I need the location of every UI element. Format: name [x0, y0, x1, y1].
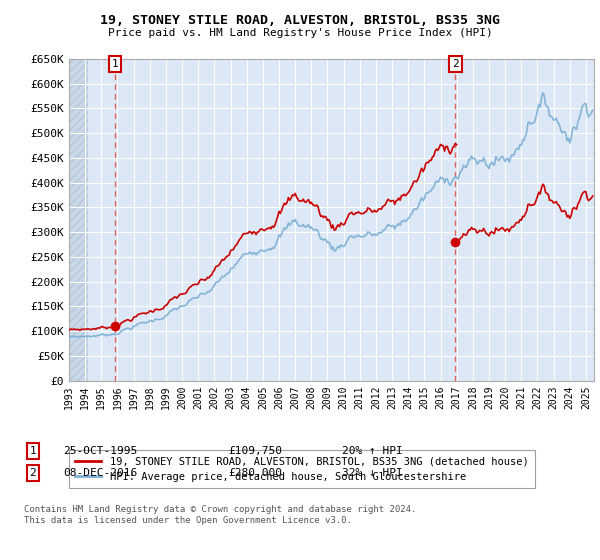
Text: 2: 2 — [29, 468, 37, 478]
Text: £109,750: £109,750 — [228, 446, 282, 456]
Text: 1: 1 — [29, 446, 37, 456]
Text: 20% ↑ HPI: 20% ↑ HPI — [342, 446, 403, 456]
Text: Contains HM Land Registry data © Crown copyright and database right 2024.
This d: Contains HM Land Registry data © Crown c… — [24, 505, 416, 525]
Text: 2: 2 — [452, 59, 459, 69]
Text: 19, STONEY STILE ROAD, ALVESTON, BRISTOL, BS35 3NG: 19, STONEY STILE ROAD, ALVESTON, BRISTOL… — [100, 14, 500, 27]
Text: 08-DEC-2016: 08-DEC-2016 — [63, 468, 137, 478]
Bar — [69, 59, 88, 381]
Text: 1: 1 — [112, 59, 118, 69]
Legend: 19, STONEY STILE ROAD, ALVESTON, BRISTOL, BS35 3NG (detached house), HPI: Averag: 19, STONEY STILE ROAD, ALVESTON, BRISTOL… — [69, 450, 535, 488]
Text: Price paid vs. HM Land Registry's House Price Index (HPI): Price paid vs. HM Land Registry's House … — [107, 28, 493, 38]
Text: £280,000: £280,000 — [228, 468, 282, 478]
Text: 25-OCT-1995: 25-OCT-1995 — [63, 446, 137, 456]
Text: 32% ↓ HPI: 32% ↓ HPI — [342, 468, 403, 478]
